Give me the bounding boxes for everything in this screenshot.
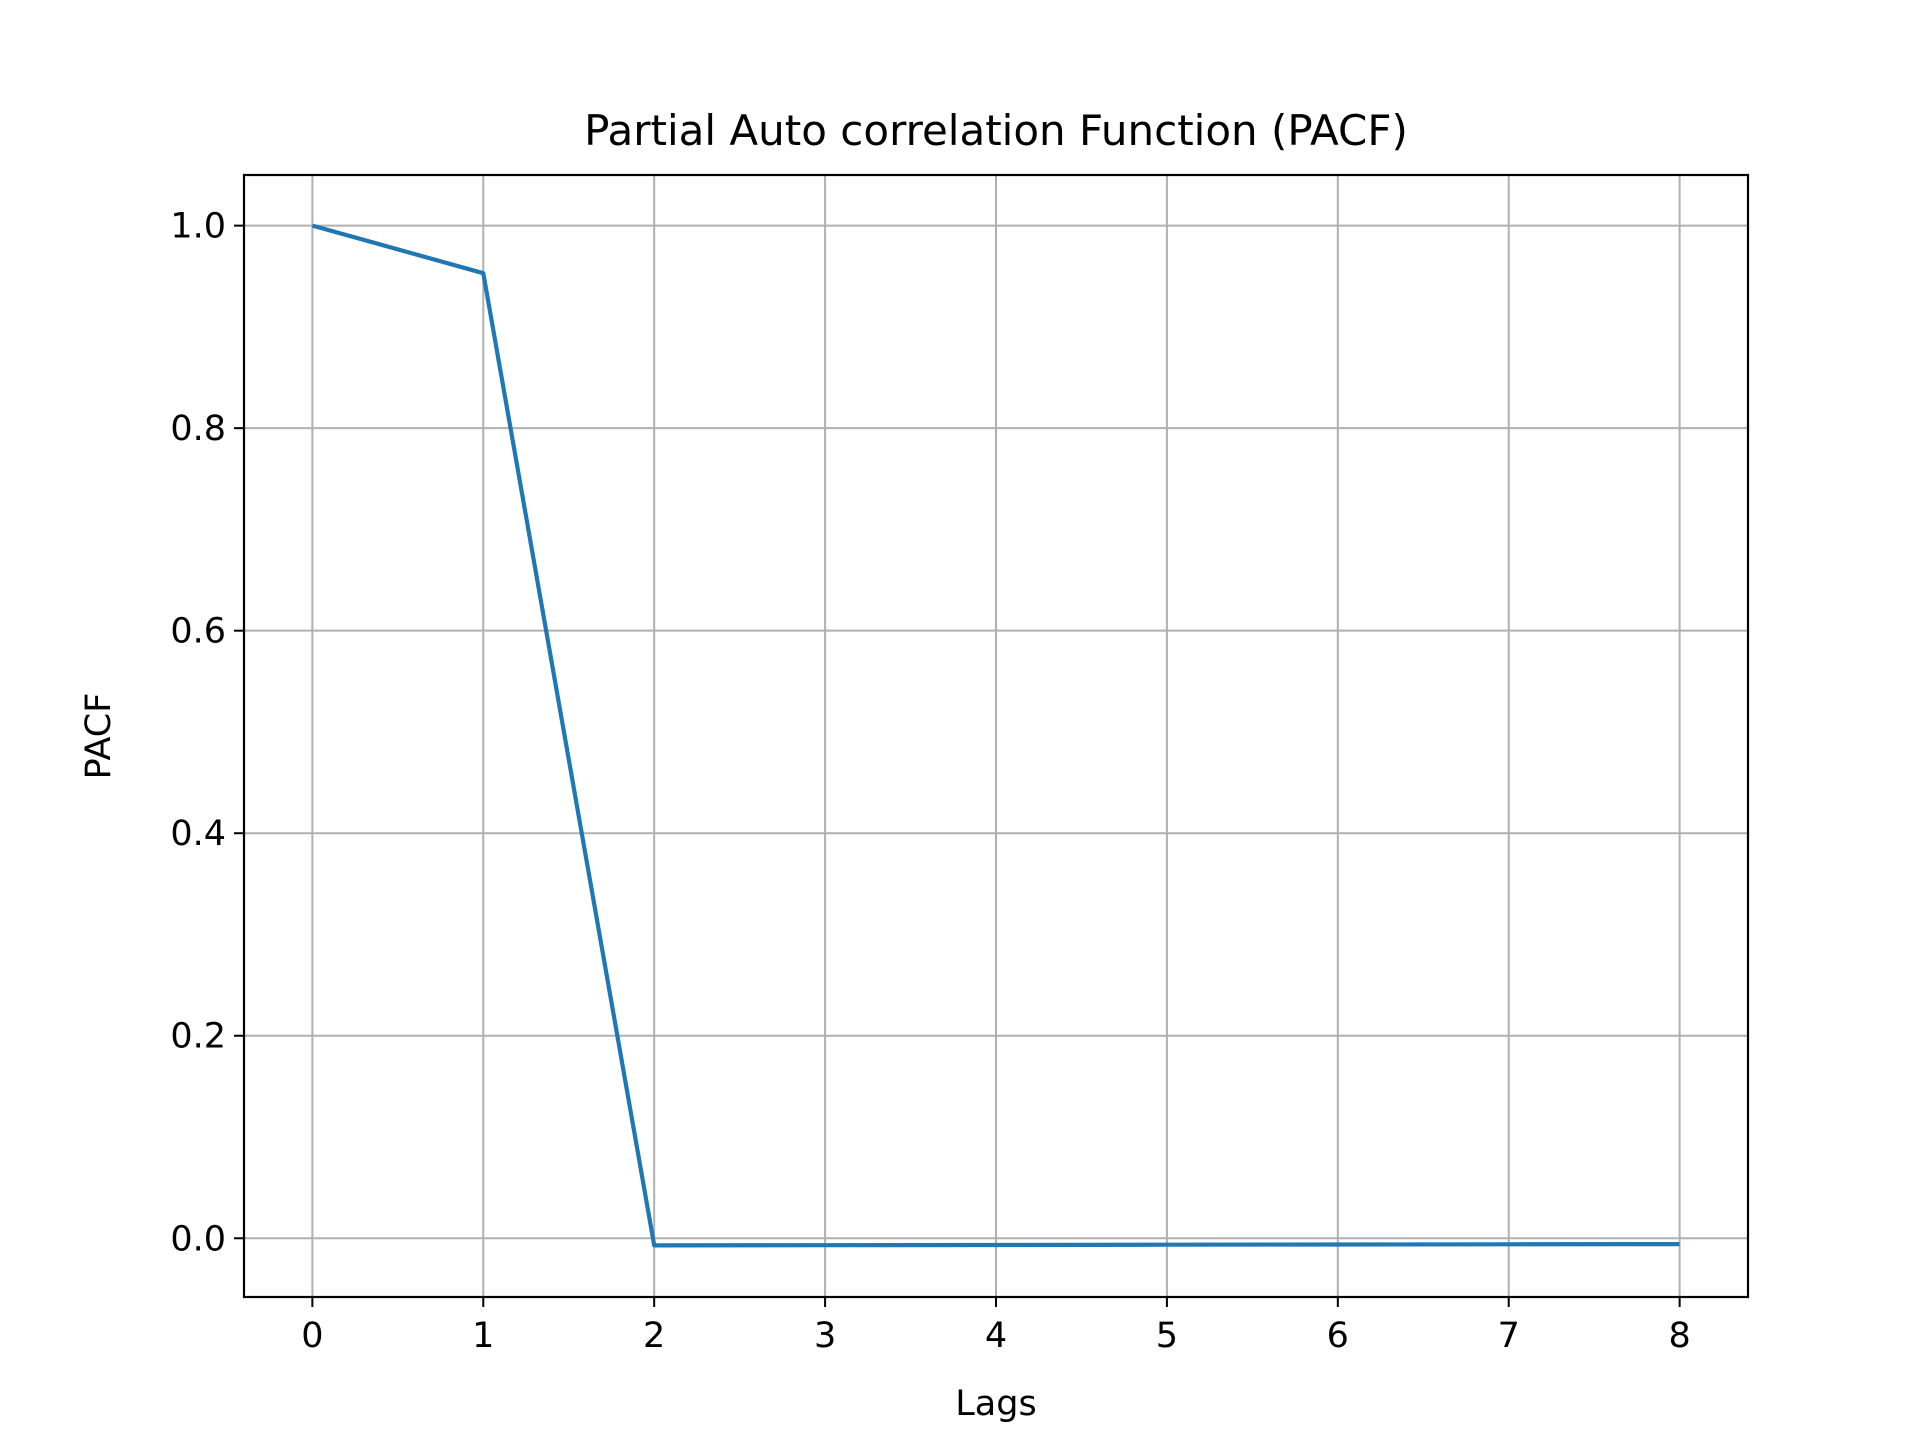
ticks: 0 1 2 3 4 5 6 7 8 0.0 0.2 0.4 0.6 0.8 1.0 [170,207,1690,1356]
y-tick-label: 0.6 [170,612,226,652]
grid [244,175,1748,1297]
x-tick-label: 2 [643,1316,665,1356]
x-tick-label: 0 [301,1316,323,1356]
x-axis-label: Lags [955,1384,1036,1424]
x-tick-label: 4 [985,1316,1007,1356]
y-tick-label: 0.0 [170,1219,226,1259]
x-tick-label: 8 [1668,1316,1690,1356]
x-tick-label: 1 [472,1316,494,1356]
y-tick-label: 0.2 [170,1017,226,1057]
y-axis-label: PACF [79,693,119,780]
series-layer [311,223,1680,1248]
y-tick-label: 1.0 [170,207,226,247]
chart-title: Partial Auto correlation Function (PACF) [584,106,1408,155]
y-tick-label: 0.4 [170,814,226,854]
pacf-series-line [311,223,1680,1248]
x-tick-label: 6 [1327,1316,1349,1356]
x-tick-label: 7 [1498,1316,1520,1356]
x-tick-label: 3 [814,1316,836,1356]
y-tick-label: 0.8 [170,409,226,449]
x-tick-label: 5 [1156,1316,1178,1356]
